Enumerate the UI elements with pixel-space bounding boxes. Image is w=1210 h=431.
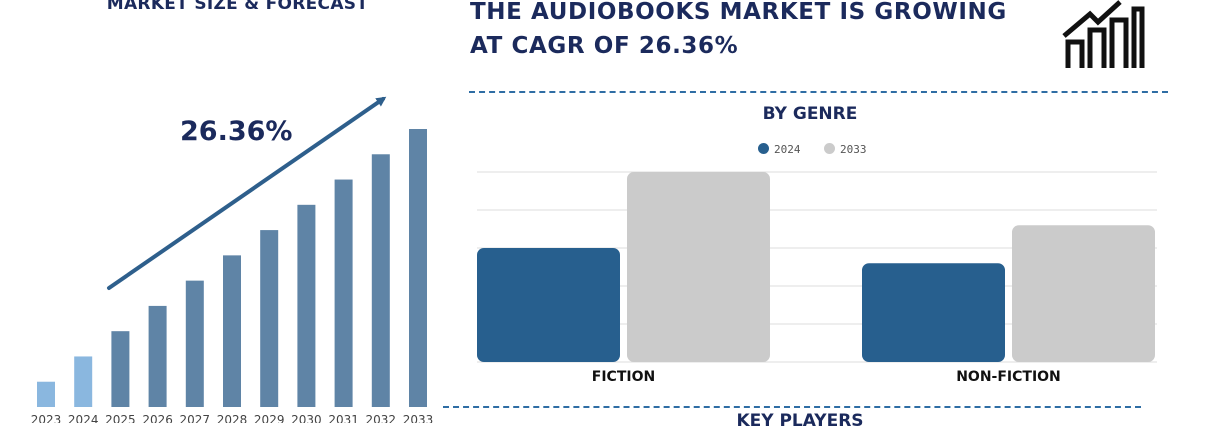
market-bar-2025 xyxy=(111,331,130,407)
genre-bar-non-fiction-2024 xyxy=(862,263,1005,362)
market-bar-2029 xyxy=(260,230,279,407)
headline-line-1: THE AUDIOBOOKS MARKET IS GROWING xyxy=(470,0,1007,25)
headline-line-2: AT CAGR OF 26.36% xyxy=(470,33,739,59)
genre-bar-non-fiction-2033 xyxy=(1012,225,1155,362)
market-bar-2028 xyxy=(223,255,241,407)
market-bar-2024 xyxy=(74,356,93,407)
market-tick-2027: 2027 xyxy=(180,413,211,423)
bar-growth-arrow-icon xyxy=(1062,0,1152,76)
market-bar-2030 xyxy=(297,204,316,407)
market-tick-2024: 2024 xyxy=(68,413,99,423)
market-tick-2028: 2028 xyxy=(217,413,248,423)
legend-label-2033: 2033 xyxy=(840,143,867,156)
genre-label-non-fiction: NON-FICTION xyxy=(956,369,1061,385)
market-bar-2026 xyxy=(148,305,167,407)
genre-label-fiction: FICTION xyxy=(592,369,655,385)
market-tick-2025: 2025 xyxy=(105,413,136,423)
genre-bar-fiction-2033 xyxy=(627,172,770,362)
genre-category-labels: FICTION NON-FICTION xyxy=(592,369,1061,385)
legend-swatch-2024 xyxy=(758,143,769,154)
genre-bar-fiction-2024 xyxy=(477,248,620,362)
market-size-chart: 26.36% 2023 2024 2025 2026 2027 2028 2029 2030 2… xyxy=(31,96,434,423)
growth-trend-arrow xyxy=(107,96,387,290)
headline: THE AUDIOBOOKS MARKET IS GROWING AT CAGR… xyxy=(470,0,1050,63)
cagr-annotation: 26.36% xyxy=(180,116,292,147)
market-ticks: 2023 2024 2025 2026 2027 2028 2029 2030 2031 2032… xyxy=(31,413,434,423)
genre-title: BY GENRE xyxy=(762,104,858,124)
market-tick-2031: 2031 xyxy=(328,413,359,423)
market-tick-2032: 2032 xyxy=(366,413,397,423)
legend-item-2033: 2033 xyxy=(824,143,867,156)
genre-bars xyxy=(477,172,1155,362)
market-bars xyxy=(37,129,427,407)
market-bar-2027 xyxy=(185,280,204,407)
market-tick-2030: 2030 xyxy=(291,413,322,423)
market-bar-2023 xyxy=(37,381,55,407)
market-size-title: MARKET SIZE & FORECAST xyxy=(106,0,369,14)
legend-label-2024: 2024 xyxy=(774,143,801,156)
legend-swatch-2033 xyxy=(824,143,835,154)
genre-chart: FICTION NON-FICTION xyxy=(477,171,1157,385)
divider-top xyxy=(469,91,1168,93)
key-players-title: KEY PLAYERS xyxy=(736,411,864,431)
legend-item-2024: 2024 xyxy=(758,143,801,156)
market-tick-2026: 2026 xyxy=(142,413,173,423)
market-bar-2031 xyxy=(334,179,353,407)
market-tick-2029: 2029 xyxy=(254,413,285,423)
divider-bottom xyxy=(443,406,1141,408)
market-bar-2032 xyxy=(371,154,390,407)
market-tick-2033: 2033 xyxy=(403,413,434,423)
market-bar-2033 xyxy=(409,129,427,407)
market-tick-2023: 2023 xyxy=(31,413,62,423)
